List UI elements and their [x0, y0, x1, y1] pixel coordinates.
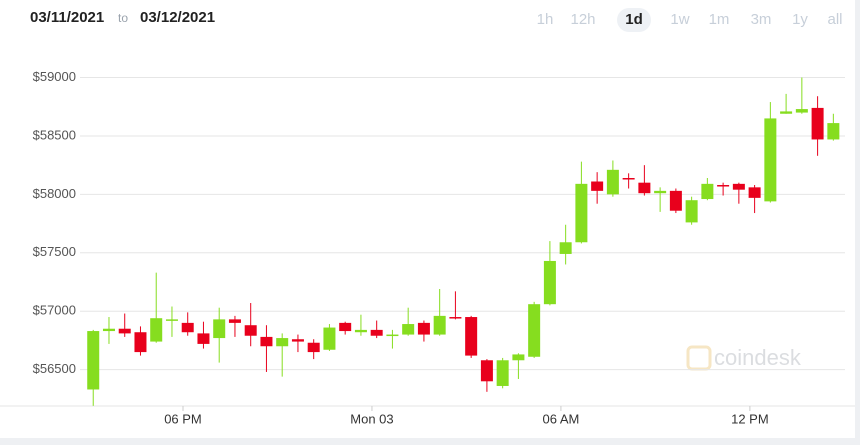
watermark-text: coindesk — [714, 345, 802, 370]
candle-body — [669, 190, 682, 211]
candle-body — [165, 319, 178, 321]
candle-body — [465, 317, 478, 356]
x-tick-label: 06 PM — [164, 411, 202, 426]
frame-bottom — [0, 438, 860, 445]
to-date: 03/12/2021 — [140, 9, 216, 26]
watermark: coindesk — [686, 345, 802, 371]
candle-body — [307, 342, 320, 353]
candle-body — [134, 332, 147, 353]
candle-body — [370, 329, 383, 336]
range-button[interactable]: 1w — [670, 11, 690, 28]
candle-body — [622, 178, 635, 180]
range-button[interactable]: 12h — [570, 11, 596, 28]
candle-body — [197, 333, 210, 344]
candle-body — [228, 319, 241, 323]
candle-body — [591, 181, 604, 191]
y-tick-label: $58500 — [33, 127, 76, 142]
candle-body — [417, 322, 430, 335]
candle-body — [811, 107, 824, 140]
candle-body — [827, 123, 840, 140]
range-button[interactable]: 3m — [750, 11, 772, 28]
candle-body — [559, 242, 572, 254]
candle-body — [606, 169, 619, 195]
candle-body — [291, 339, 304, 342]
candle-body — [764, 118, 777, 202]
y-tick-label: $58000 — [33, 186, 76, 201]
range-button[interactable]: all — [827, 11, 843, 28]
y-tick-label: $59000 — [33, 69, 76, 84]
candle-body — [244, 325, 257, 336]
watermark-icon — [686, 345, 712, 371]
candle-body — [386, 334, 399, 337]
from-date: 03/11/2021 — [30, 9, 105, 26]
candle-body — [102, 328, 115, 332]
header: 03/11/2021 to 03/12/2021 1h 12h 1d 1w 1m 3m 1y… — [0, 0, 860, 40]
candle-body — [528, 304, 541, 357]
candle-body — [449, 317, 462, 319]
frame-right — [855, 0, 860, 445]
candle-body — [480, 360, 493, 382]
candle-body — [701, 183, 714, 200]
candle-body — [732, 183, 745, 190]
candle-body — [575, 183, 588, 243]
candle-body — [512, 354, 525, 361]
candle-body — [276, 338, 289, 347]
candle-body — [181, 322, 194, 333]
candle-body — [402, 324, 415, 335]
range-button[interactable]: 1m — [708, 11, 730, 28]
candle-body — [638, 182, 651, 194]
grid — [80, 77, 845, 371]
date-separator: to — [118, 11, 129, 25]
range-button[interactable]: 1h — [536, 11, 554, 28]
y-tick-label: $57000 — [33, 303, 76, 318]
candle-body — [496, 360, 509, 386]
y-tick-label: $57500 — [33, 244, 76, 259]
candle-body — [795, 109, 808, 113]
y-tick-label: $56500 — [33, 361, 76, 376]
range-button[interactable]: 1y — [792, 11, 808, 28]
candle-body — [118, 328, 131, 334]
x-tick-label: 12 PM — [731, 411, 769, 426]
candle-body — [685, 200, 698, 223]
x-tick-label: Mon 03 — [350, 411, 393, 426]
candle-body — [354, 329, 367, 333]
candle-body — [213, 319, 226, 339]
candle-body — [323, 327, 336, 350]
range-button[interactable]: 1d — [617, 8, 651, 32]
candle-body — [150, 318, 163, 342]
candle-body — [260, 336, 273, 347]
candle-body — [654, 190, 667, 194]
candle-body — [87, 331, 100, 390]
candle-body — [433, 315, 446, 335]
candle-body — [717, 185, 730, 187]
candle-body — [339, 322, 352, 332]
candle-body — [543, 260, 556, 305]
x-tick-label: 06 AM — [542, 411, 579, 426]
candle-body — [748, 187, 761, 198]
candle-body — [780, 111, 793, 114]
